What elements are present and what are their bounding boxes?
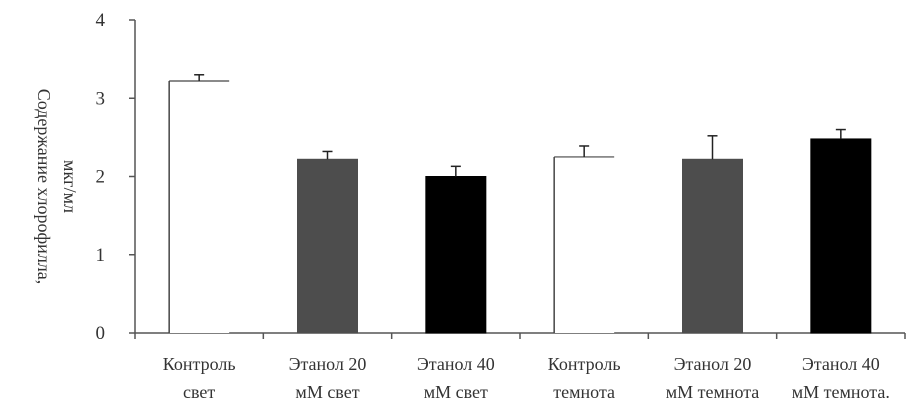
x-category-label: Контроль	[163, 354, 236, 374]
bar	[297, 158, 358, 334]
y-tick-label: 1	[96, 245, 106, 266]
y-axis-title: мкг/мл	[60, 160, 80, 213]
x-category-label: мМ темнота.	[792, 382, 890, 402]
bar	[425, 176, 487, 334]
y-tick-label: 2	[96, 167, 106, 188]
x-category-label: Этанол 40	[802, 354, 880, 374]
x-category-label: мМ свет	[295, 382, 359, 402]
x-category-label: свет	[183, 382, 215, 402]
x-category-label: темнота	[553, 382, 615, 402]
bar	[810, 138, 872, 334]
x-category-label: Этанол 20	[674, 354, 752, 374]
x-category-label: Этанол 20	[289, 354, 367, 374]
x-category-label: Этанол 40	[417, 354, 495, 374]
y-tick-label: 3	[96, 88, 106, 109]
x-category-label: Контроль	[548, 354, 621, 374]
y-tick-label: 0	[96, 323, 106, 344]
y-tick-label: 4	[96, 10, 106, 31]
bar	[554, 156, 615, 333]
y-axis-title: Содержание хлорофилла,	[34, 89, 54, 285]
x-category-label: мМ темнота	[666, 382, 760, 402]
bar	[682, 158, 743, 334]
x-category-label: мМ свет	[424, 382, 488, 402]
bar	[169, 81, 230, 333]
